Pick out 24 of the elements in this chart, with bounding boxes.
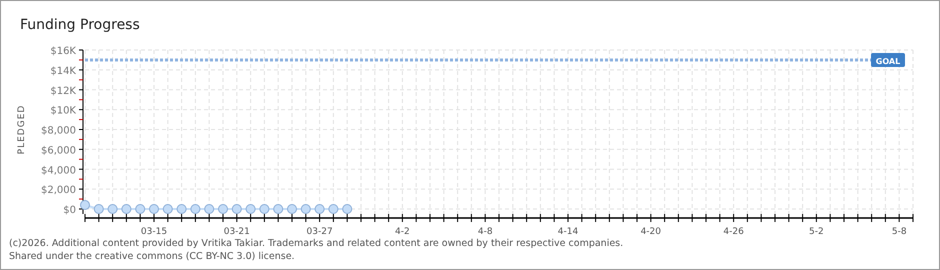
text: Shared under the creative commons (CC BY-NC 3.0) license. (9, 251, 295, 262)
text: (c)2026. Additional content provided by Vritika Takiar. Trademarks and related content are owned by their respective companies. (9, 238, 624, 249)
y-tick-label: $10K (50, 106, 76, 117)
x-tick-label: 03-21 (224, 227, 250, 237)
y-tick-label: $12K (50, 86, 76, 97)
y-axis-title: PLEDGED (17, 104, 27, 154)
x-tick-label: 03-15 (140, 227, 168, 237)
x-tick-label: 4-20 (640, 227, 662, 237)
y-tick-label: $4,000 (41, 165, 76, 176)
x-tick-label: 03-27 (306, 227, 333, 237)
y-tick-label: $16K (50, 46, 76, 57)
x-tick-label: 4-14 (558, 227, 578, 237)
x-tick-label: 4-8 (478, 227, 493, 237)
x-tick-label: 5-8 (892, 227, 907, 237)
ref-line-label: GOAL (876, 56, 900, 66)
y-tick-label: $14K (50, 66, 76, 77)
chart-title: Funding Progress (20, 17, 140, 33)
x-tick-label: 4-2 (395, 227, 410, 237)
x-tick-label: 4-26 (723, 227, 744, 237)
x-tick-label: 5-2 (809, 227, 824, 237)
y-tick-label: $8,000 (41, 126, 76, 136)
y-tick-label: $0 (63, 205, 76, 216)
y-tick-label: $2,000 (41, 185, 76, 196)
y-tick-label: $6,000 (41, 145, 76, 156)
